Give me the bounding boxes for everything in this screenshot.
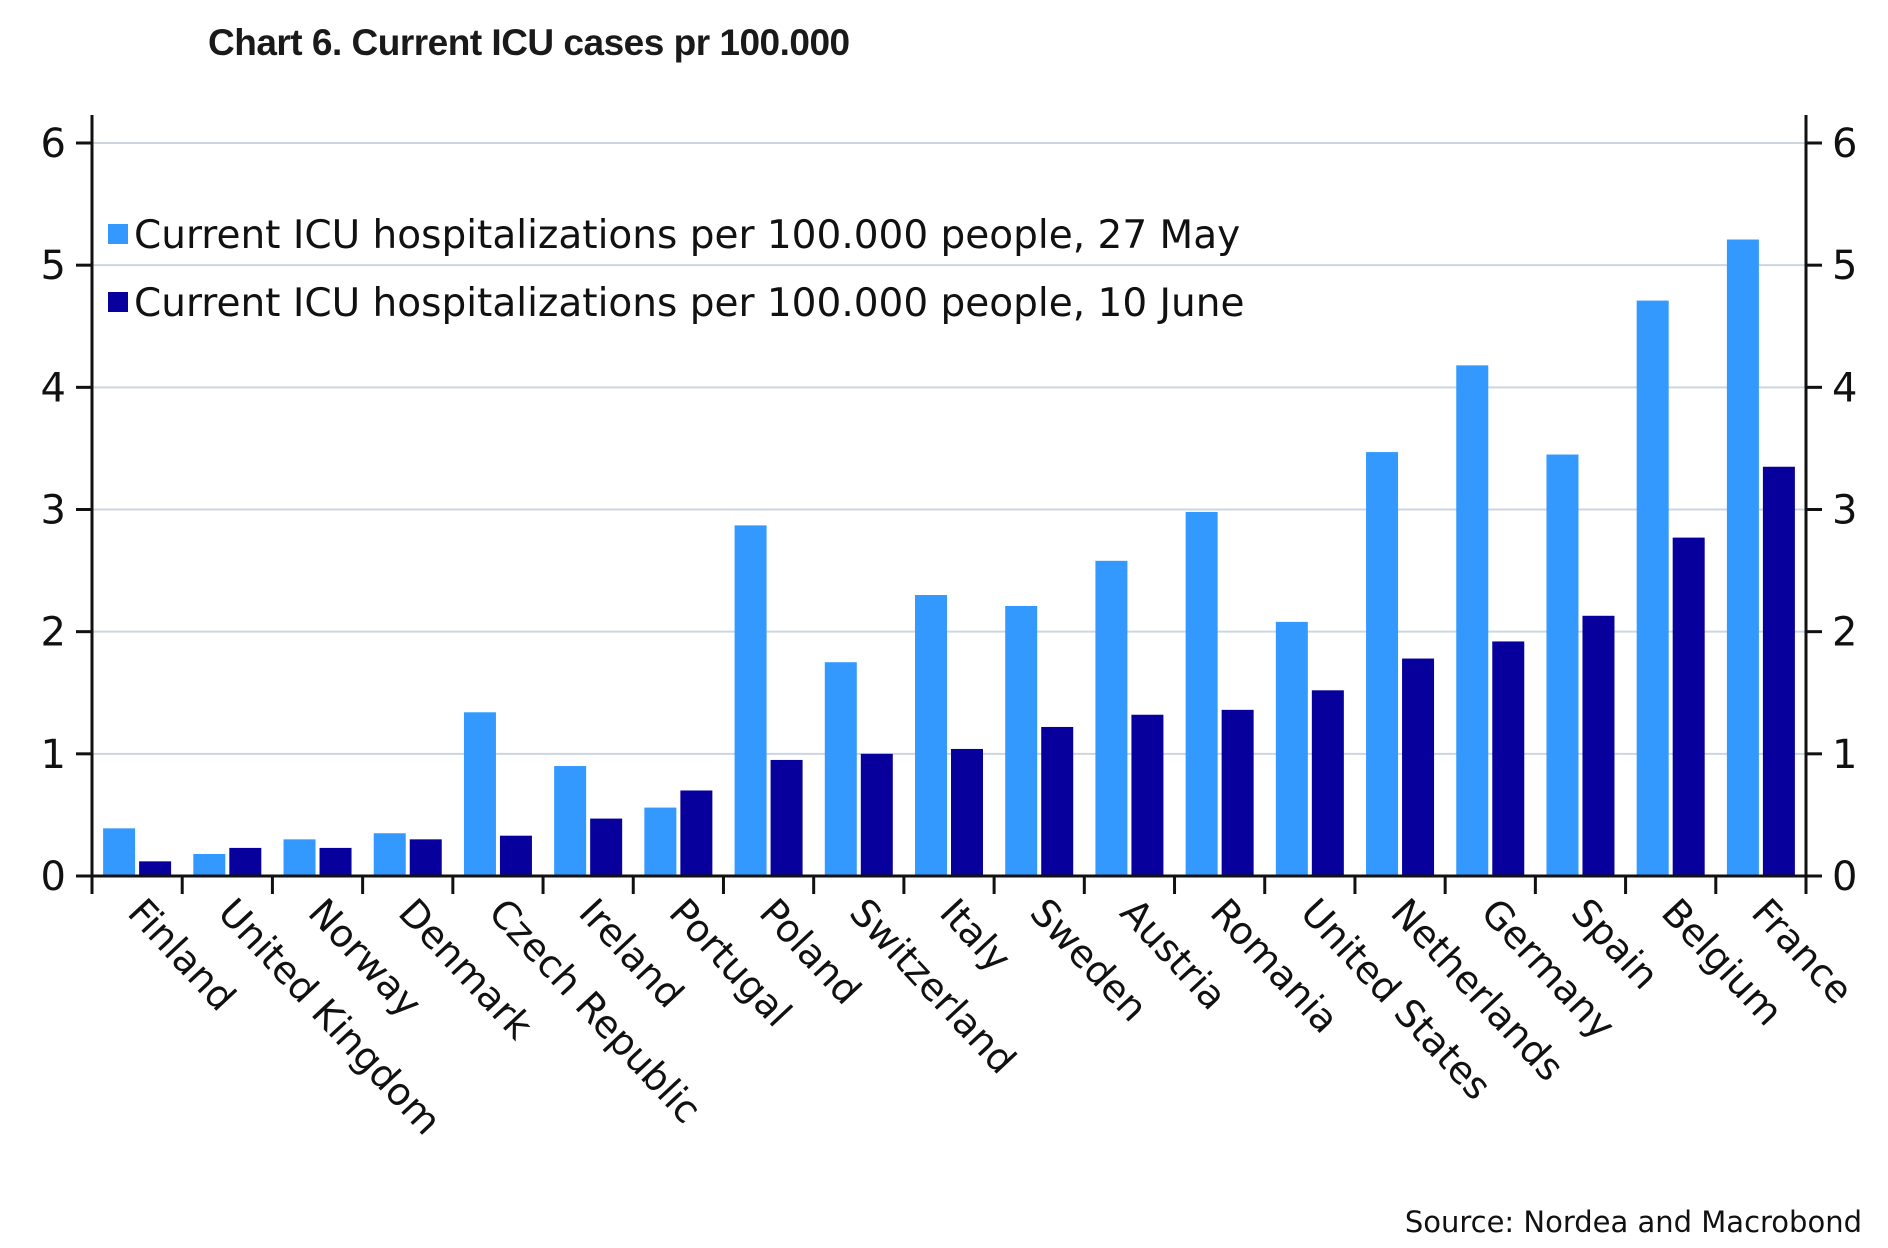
y-tick-label-right: 4: [1832, 365, 1857, 411]
bar-10-june: [1672, 537, 1705, 876]
legend-label: Current ICU hospitalizations per 100.000…: [134, 213, 1240, 258]
bar-27-may: [1185, 511, 1218, 876]
legend-swatch: [108, 292, 128, 312]
bar-10-june: [1311, 690, 1344, 876]
bar-27-may: [734, 525, 767, 876]
legend-label: Current ICU hospitalizations per 100.000…: [134, 281, 1245, 326]
bar-27-may: [283, 839, 316, 876]
y-tick-label-left: 2: [41, 610, 66, 656]
y-tick-label-right: 6: [1832, 121, 1857, 167]
bar-27-may: [1546, 454, 1579, 876]
bar-27-may: [1726, 239, 1759, 877]
y-tick-label-right: 2: [1832, 610, 1857, 656]
bar-27-may: [1366, 452, 1399, 876]
y-tick-label-left: 5: [41, 243, 66, 289]
bar-27-may: [103, 828, 136, 876]
bar-10-june: [590, 818, 623, 876]
legend: Current ICU hospitalizations per 100.000…: [108, 213, 1245, 326]
bar-10-june: [860, 753, 893, 876]
y-axis-right: 0 1 2 3 4 5 6: [1806, 121, 1857, 900]
y-tick-label-right: 5: [1832, 243, 1857, 289]
y-tick-label-right: 0: [1832, 854, 1857, 900]
bar-27-may: [915, 595, 947, 876]
bar-27-may: [463, 712, 496, 876]
legend-swatch: [108, 224, 128, 244]
source-note: Source: Nordea and Macrobond: [1404, 1205, 1862, 1239]
bar-27-may: [373, 833, 406, 876]
bar-10-june: [499, 835, 532, 876]
y-tick-label-left: 1: [41, 732, 66, 778]
bar-27-may: [1005, 606, 1038, 876]
bar-27-may: [1636, 300, 1669, 877]
bar-10-june: [319, 847, 352, 876]
bar-10-june: [1221, 709, 1254, 876]
bar-27-may: [193, 854, 226, 876]
bars: [103, 239, 1795, 877]
bar-10-june: [680, 790, 713, 876]
bar-27-may: [824, 662, 857, 876]
gridlines: [92, 142, 1806, 755]
bar-10-june: [229, 847, 262, 876]
axes: [90, 115, 1808, 894]
bar-27-may: [1095, 560, 1128, 876]
bar-10-june: [951, 748, 983, 876]
chart-title: Chart 6. Current ICU cases pr 100.000: [208, 22, 850, 63]
bar-10-june: [1582, 615, 1615, 876]
y-axis-left: 0 1 2 3 4 5 6: [41, 121, 92, 900]
bar-10-june: [1041, 726, 1074, 876]
bar-27-may: [554, 766, 587, 876]
bar-10-june: [1762, 466, 1795, 876]
bar-10-june: [1131, 714, 1164, 876]
bar-10-june: [1402, 658, 1435, 876]
bar-27-may: [644, 807, 677, 876]
bar-10-june: [139, 861, 172, 876]
bar-10-june: [770, 759, 803, 876]
y-tick-label-left: 3: [41, 488, 66, 534]
bar-27-may: [1456, 365, 1489, 876]
y-tick-label-left: 6: [41, 121, 66, 167]
bar-27-may: [1275, 621, 1308, 876]
bar-10-june: [1492, 641, 1525, 876]
y-tick-label-left: 0: [41, 854, 66, 900]
y-tick-label-left: 4: [41, 365, 66, 411]
y-tick-label-right: 3: [1832, 488, 1857, 534]
bar-10-june: [409, 839, 442, 876]
y-tick-label-right: 1: [1832, 732, 1857, 778]
